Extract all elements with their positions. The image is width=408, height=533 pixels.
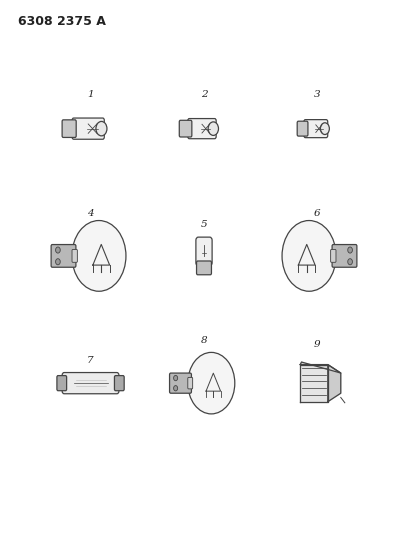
Circle shape — [282, 221, 336, 291]
FancyBboxPatch shape — [188, 118, 216, 139]
FancyBboxPatch shape — [62, 373, 119, 394]
Text: 9: 9 — [314, 340, 321, 349]
Text: 6308 2375 A: 6308 2375 A — [18, 14, 106, 28]
Circle shape — [320, 123, 329, 134]
Text: 1: 1 — [87, 91, 94, 100]
Text: 3: 3 — [314, 91, 321, 100]
FancyBboxPatch shape — [197, 261, 211, 275]
Circle shape — [208, 122, 219, 135]
Polygon shape — [300, 365, 328, 402]
Text: 8: 8 — [201, 336, 207, 345]
Text: 2: 2 — [201, 91, 207, 100]
Circle shape — [96, 122, 107, 136]
FancyBboxPatch shape — [297, 121, 308, 136]
Polygon shape — [300, 362, 341, 373]
Circle shape — [72, 221, 126, 291]
Circle shape — [55, 259, 60, 265]
FancyBboxPatch shape — [72, 118, 104, 139]
Circle shape — [55, 247, 60, 253]
FancyBboxPatch shape — [115, 376, 124, 391]
Text: 6: 6 — [314, 209, 321, 217]
FancyBboxPatch shape — [72, 249, 78, 262]
Circle shape — [348, 259, 353, 265]
Text: 4: 4 — [87, 209, 94, 217]
FancyBboxPatch shape — [179, 120, 192, 137]
FancyBboxPatch shape — [196, 237, 212, 266]
Polygon shape — [328, 365, 341, 402]
Circle shape — [348, 247, 353, 253]
FancyBboxPatch shape — [62, 120, 76, 138]
Circle shape — [174, 385, 177, 391]
Circle shape — [174, 375, 177, 381]
FancyBboxPatch shape — [330, 249, 336, 262]
FancyBboxPatch shape — [304, 119, 328, 138]
FancyBboxPatch shape — [332, 245, 357, 267]
Circle shape — [188, 352, 235, 414]
FancyBboxPatch shape — [188, 377, 193, 389]
Text: 7: 7 — [87, 356, 94, 365]
FancyBboxPatch shape — [51, 245, 76, 267]
FancyBboxPatch shape — [57, 376, 67, 391]
FancyBboxPatch shape — [170, 373, 191, 393]
Text: 5: 5 — [201, 220, 207, 229]
